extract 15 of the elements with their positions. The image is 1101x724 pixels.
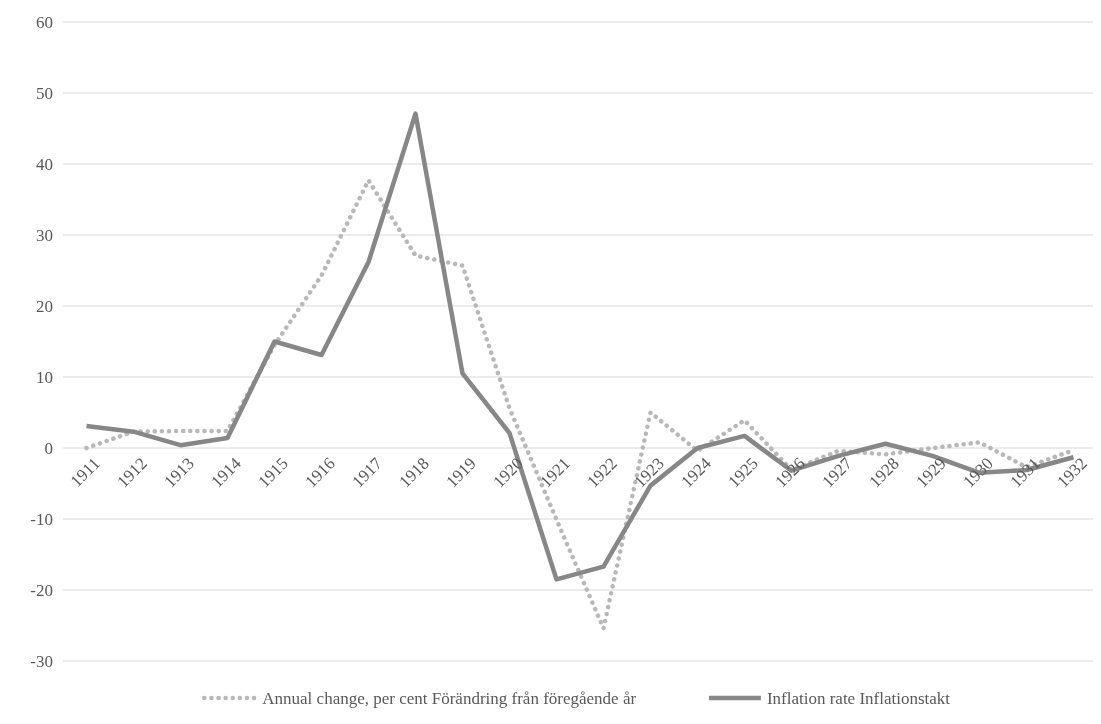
y-tick-label: -30 [30, 651, 53, 671]
y-tick-label: 50 [36, 83, 53, 103]
legend-label: Inflation rate Inflationstakt [766, 688, 951, 708]
y-tick-label: 20 [36, 296, 53, 316]
y-tick-label: 30 [36, 225, 53, 245]
x-tick-label: 1911 [66, 453, 104, 491]
y-tick-label: 40 [36, 154, 53, 174]
y-tick-label: -20 [30, 580, 53, 600]
y-tick-label: 60 [36, 12, 53, 32]
legend-label: Annual change, per cent Förändring från föregående år [262, 688, 637, 708]
y-tick-label: 10 [36, 367, 53, 387]
y-tick-label: 0 [44, 438, 53, 458]
x-tick-label: 1921 [536, 453, 574, 492]
y-tick-label: -10 [30, 509, 53, 529]
x-tick-label: 1931 [1006, 453, 1044, 492]
